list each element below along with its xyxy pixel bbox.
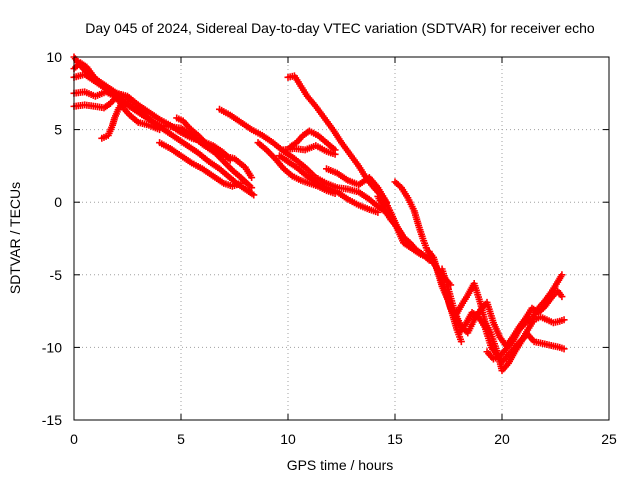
x-tick-label: 5 — [177, 431, 185, 447]
x-tick-label: 0 — [70, 431, 78, 447]
data-point — [331, 189, 339, 197]
series-arc16 — [374, 192, 405, 238]
x-tick-label: 15 — [387, 431, 403, 447]
y-tick-label: 10 — [46, 49, 62, 65]
data-point — [156, 126, 164, 134]
grid-lines — [74, 57, 609, 420]
y-tick-label: -10 — [42, 339, 62, 355]
chart-title: Day 045 of 2024, Sidereal Day-to-day VTE… — [85, 20, 595, 36]
data-points — [70, 53, 568, 375]
data-point — [250, 191, 258, 199]
data-point — [124, 94, 131, 102]
series-arc21 — [483, 271, 566, 363]
data-point — [226, 156, 234, 164]
series-arc6 — [98, 98, 127, 142]
data-point — [457, 338, 465, 346]
data-point — [558, 293, 566, 301]
data-point — [558, 271, 566, 279]
data-point — [331, 150, 339, 158]
data-point — [248, 174, 256, 182]
series-arc7 — [156, 139, 245, 190]
y-tick-label: -15 — [42, 412, 62, 428]
y-axis-label: SDTVAR / TECUs — [7, 182, 23, 294]
data-point — [560, 345, 568, 353]
data-point — [248, 184, 256, 192]
x-tick-label: 25 — [601, 431, 617, 447]
series-arc15 — [323, 165, 390, 206]
series-arc11 — [254, 139, 339, 197]
series-arc5 — [70, 91, 131, 112]
y-tick-label: 0 — [54, 194, 62, 210]
x-tick-label: 10 — [280, 431, 296, 447]
series-arc14 — [280, 142, 339, 158]
x-tick-label: 20 — [494, 431, 510, 447]
y-axis-ticks: -15 -10 -5 0 5 10 — [42, 49, 609, 428]
series-arc8 — [173, 114, 256, 192]
y-tick-label: -5 — [50, 267, 63, 283]
data-point — [560, 316, 568, 324]
data-point — [119, 98, 127, 106]
plot-frame — [73, 56, 610, 421]
x-axis-ticks: 0 5 10 15 20 25 — [70, 57, 617, 447]
y-tick-label: 5 — [54, 122, 62, 138]
data-point — [397, 230, 405, 238]
x-axis-label: GPS time / hours — [287, 457, 394, 473]
data-point — [374, 208, 382, 216]
